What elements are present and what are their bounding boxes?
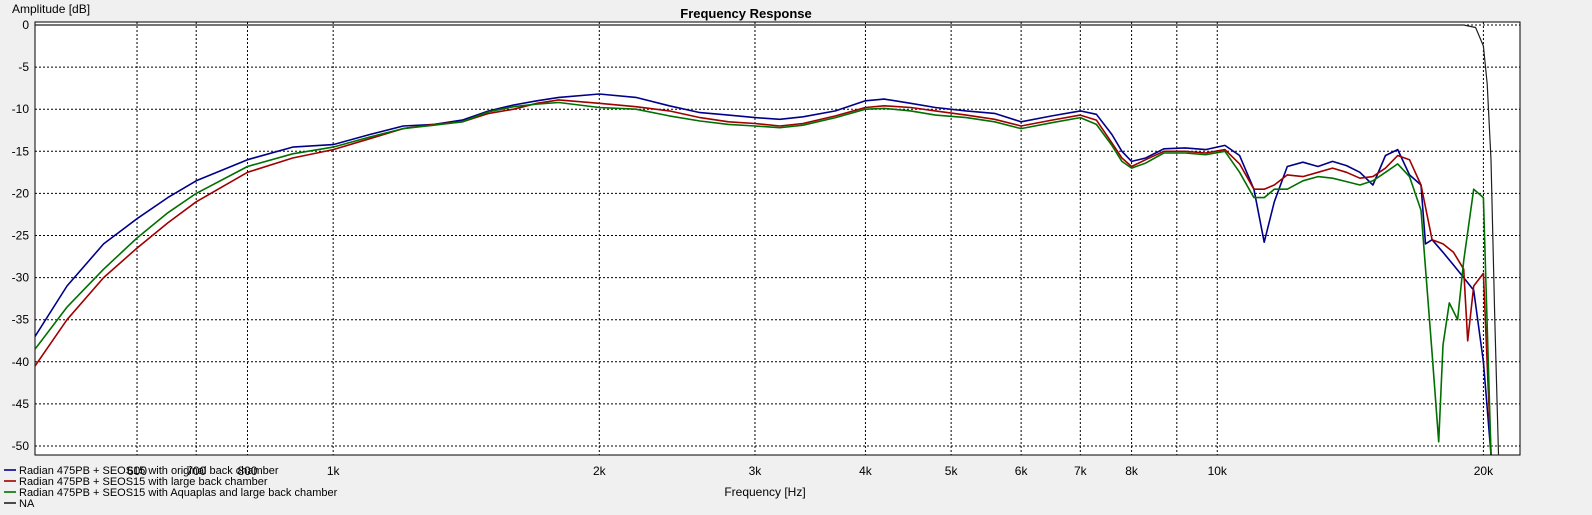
plot-area [34, 21, 1521, 456]
series-line-4 [35, 24, 1500, 455]
y-tick-label: -25 [12, 229, 30, 243]
x-axis-label: Frequency [Hz] [724, 485, 805, 499]
x-tick-label: 3k [749, 464, 763, 478]
y-tick-label: -40 [12, 355, 30, 369]
x-tick-label: 8k [1125, 464, 1139, 478]
y-tick-label: -30 [12, 271, 30, 285]
y-axis-label: Amplitude [dB] [12, 2, 90, 16]
x-tick-label: 600 [127, 464, 147, 478]
y-tick-label: -35 [12, 313, 30, 327]
chart-title: Frequency Response [680, 6, 812, 21]
legend-entry: Radian 475PB + SEOS15 with original back… [19, 465, 279, 477]
x-tick-label: 10k [1208, 464, 1228, 478]
x-tick-label: 5k [945, 464, 959, 478]
y-tick-label: -5 [18, 60, 29, 74]
y-tick-label: -20 [12, 186, 30, 200]
x-tick-labels: 600 700 800 1k 2k 3k 4k 5k 6k 7k 8k 10k 20k [127, 464, 1494, 478]
y-tick-label: 0 [22, 18, 29, 32]
legend-entry: Radian 475PB + SEOS15 with Aquaplas and … [19, 487, 338, 499]
x-tick-label: 1k [327, 464, 341, 478]
grid-lines [35, 22, 1520, 455]
legend-entry: Radian 475PB + SEOS15 with large back ch… [19, 476, 268, 488]
y-tick-label: -50 [12, 439, 30, 453]
y-tick-label: -10 [12, 102, 30, 116]
x-tick-label: 4k [859, 464, 873, 478]
y-tick-labels: 0 -5 -10 -15 -20 -25 -30 -35 -40 -45 -50 [12, 18, 30, 453]
series-curves [35, 24, 1500, 455]
legend-entry: NA [19, 498, 35, 510]
x-tick-label: 700 [186, 464, 206, 478]
x-tick-label: 7k [1074, 464, 1088, 478]
x-tick-label: 20k [1474, 464, 1494, 478]
y-tick-label: -15 [12, 144, 30, 158]
x-tick-label: 2k [593, 464, 607, 478]
legend: Radian 475PB + SEOS15 with original back… [4, 465, 338, 510]
x-tick-label: 800 [237, 464, 257, 478]
x-tick-label: 6k [1015, 464, 1029, 478]
y-tick-label: -45 [12, 397, 30, 411]
series-line-3 [35, 101, 1492, 455]
